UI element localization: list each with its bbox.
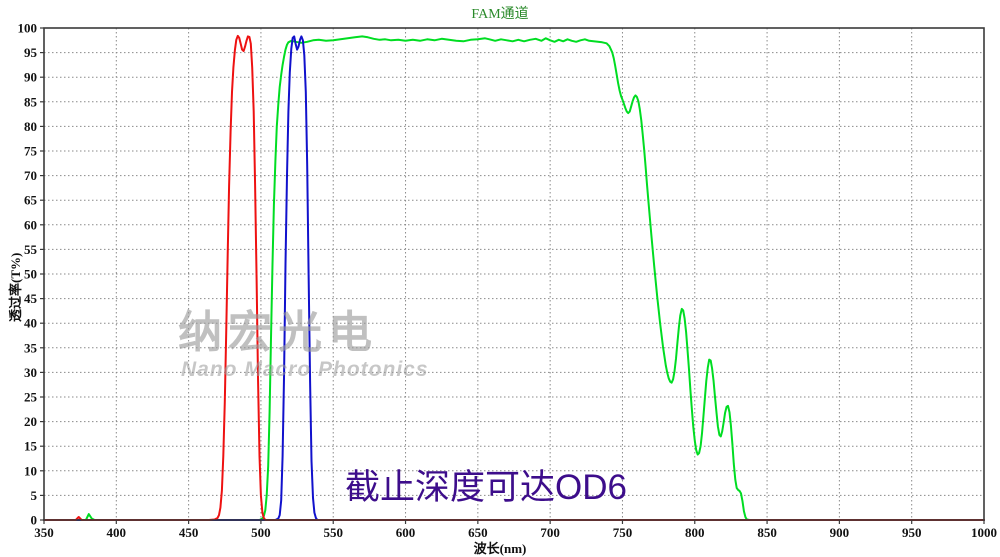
y-tick-label: 10 bbox=[24, 463, 37, 478]
watermark-chinese: 纳宏光电 bbox=[178, 308, 378, 357]
curve-blue-bandpass bbox=[43, 35, 985, 521]
watermark-english: Nano Macro Photonics bbox=[181, 358, 429, 381]
x-tick-label: 450 bbox=[179, 525, 199, 540]
y-tick-label: 20 bbox=[24, 414, 37, 429]
y-tick-label: 70 bbox=[24, 168, 37, 183]
y-tick-label: 95 bbox=[24, 45, 38, 60]
y-tick-label: 55 bbox=[24, 242, 38, 257]
x-tick-label: 900 bbox=[830, 525, 850, 540]
y-tick-label: 5 bbox=[31, 488, 38, 503]
x-axis-title: 波长(nm) bbox=[473, 541, 527, 556]
y-tick-label: 75 bbox=[24, 144, 38, 159]
y-tick-label: 65 bbox=[24, 193, 38, 208]
y-tick-label: 35 bbox=[24, 340, 38, 355]
x-tick-label: 1000 bbox=[971, 525, 997, 540]
od6-depth-annotation: 截止深度可达OD6 bbox=[345, 468, 627, 507]
x-tick-label: 750 bbox=[613, 525, 633, 540]
y-tick-label: 85 bbox=[24, 94, 38, 109]
y-tick-label: 90 bbox=[24, 70, 37, 85]
x-tick-label: 950 bbox=[902, 525, 922, 540]
y-tick-label: 80 bbox=[24, 119, 37, 134]
x-tick-label: 650 bbox=[468, 525, 488, 540]
x-tick-label: 700 bbox=[540, 525, 560, 540]
curve-red-bandpass bbox=[43, 34, 985, 521]
y-tick-label: 30 bbox=[24, 365, 37, 380]
x-tick-label: 600 bbox=[396, 525, 416, 540]
y-tick-label: 50 bbox=[24, 267, 37, 282]
y-tick-label: 45 bbox=[24, 291, 38, 306]
chart-title: FAM通道 bbox=[471, 7, 529, 22]
y-tick-label: 100 bbox=[18, 21, 38, 36]
y-tick-label: 0 bbox=[31, 513, 38, 528]
y-axis-title: 透过率(T%) bbox=[8, 252, 23, 322]
x-tick-label: 350 bbox=[34, 525, 54, 540]
y-tick-label: 25 bbox=[24, 390, 38, 405]
x-tick-label: 400 bbox=[107, 525, 127, 540]
x-tick-label: 800 bbox=[685, 525, 705, 540]
y-tick-label: 15 bbox=[24, 439, 38, 454]
x-tick-label: 850 bbox=[757, 525, 777, 540]
x-tick-label: 550 bbox=[323, 525, 343, 540]
x-tick-label: 500 bbox=[251, 525, 271, 540]
y-tick-label: 40 bbox=[24, 316, 37, 331]
y-tick-label: 60 bbox=[24, 217, 37, 232]
curve-green-bandpass bbox=[43, 35, 985, 521]
